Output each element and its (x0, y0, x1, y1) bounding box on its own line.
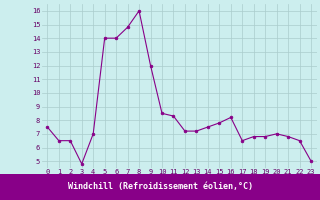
Text: Windchill (Refroidissement éolien,°C): Windchill (Refroidissement éolien,°C) (68, 182, 252, 192)
